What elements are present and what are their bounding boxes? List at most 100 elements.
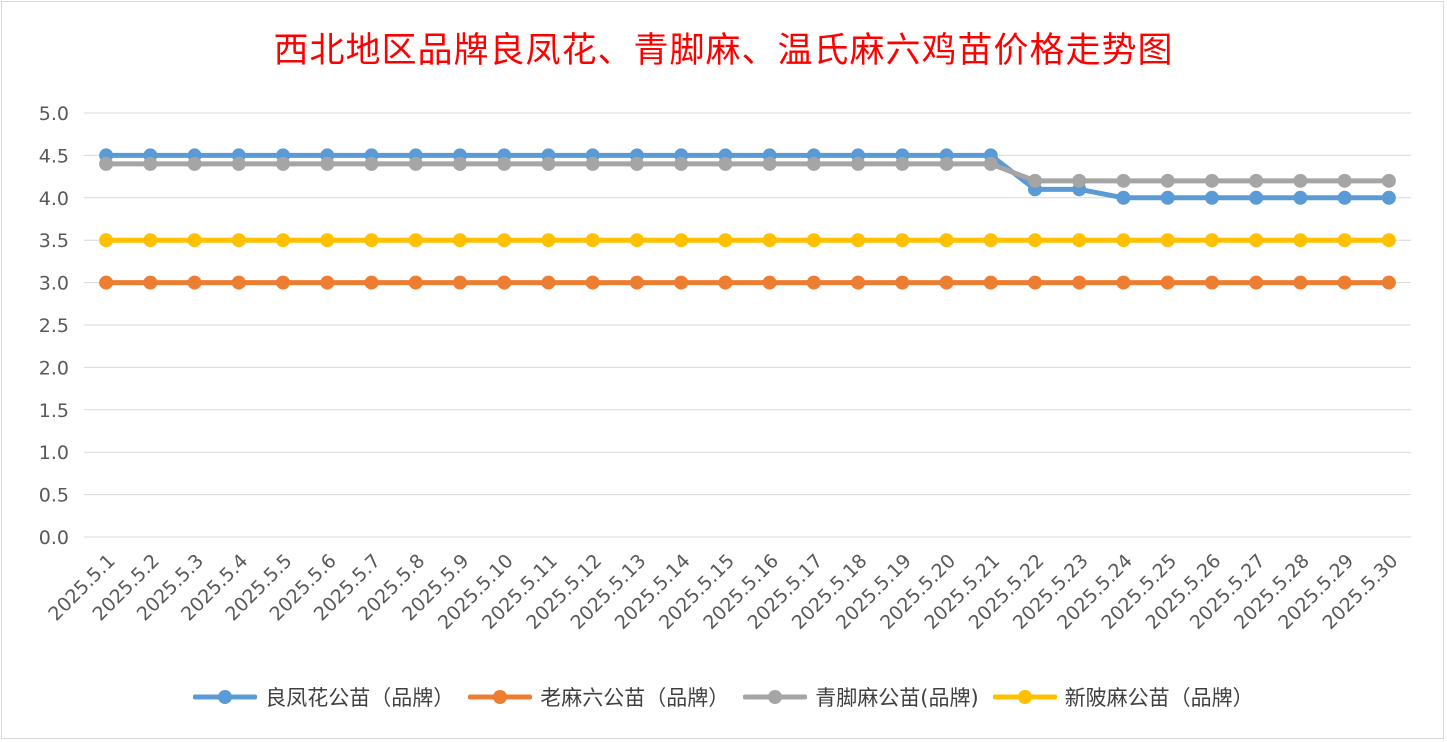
data-point-series-4	[762, 233, 777, 248]
legend-label: 良凤花公苗（品牌）	[265, 686, 455, 710]
data-point-series-4	[276, 233, 291, 248]
data-point-series-1	[1381, 190, 1396, 205]
data-point-series-3	[452, 156, 467, 171]
data-point-series-2	[629, 275, 644, 290]
data-point-series-2	[1116, 275, 1131, 290]
y-tick-label: 2.5	[39, 315, 69, 337]
data-point-series-4	[231, 233, 246, 248]
y-tick-label: 2.0	[39, 357, 69, 379]
data-point-series-3	[320, 156, 335, 171]
legend-item-series-4: 新陂麻公苗（品牌）	[992, 682, 1254, 712]
data-point-series-3	[585, 156, 600, 171]
data-point-series-4	[585, 233, 600, 248]
data-point-series-1	[1160, 190, 1175, 205]
data-point-series-4	[1293, 233, 1308, 248]
legend-swatch-marker	[1017, 690, 1032, 704]
legend-swatch-series-3	[743, 690, 808, 704]
data-point-series-1	[1249, 190, 1264, 205]
data-point-series-1	[1293, 190, 1308, 205]
data-point-series-2	[187, 275, 202, 290]
data-point-series-4	[1204, 233, 1219, 248]
data-point-series-3	[408, 156, 423, 171]
data-point-series-2	[806, 275, 821, 290]
data-point-series-2	[364, 275, 379, 290]
legend-item-series-2: 老麻六公苗（品牌）	[468, 682, 729, 712]
data-point-series-4	[629, 233, 644, 248]
data-point-series-2	[1160, 275, 1175, 290]
data-point-series-4	[983, 233, 998, 248]
data-point-series-4	[718, 233, 733, 248]
legend-swatch-marker	[768, 690, 783, 704]
data-point-series-4	[1337, 233, 1352, 248]
data-point-series-3	[1337, 173, 1352, 188]
data-point-series-2	[1028, 275, 1043, 290]
data-point-series-2	[231, 275, 246, 290]
data-point-series-3	[629, 156, 644, 171]
data-point-series-4	[895, 233, 910, 248]
data-point-series-3	[187, 156, 202, 171]
plot-area: 0.00.51.01.52.02.53.03.54.04.55.02025.5.…	[39, 103, 1411, 634]
data-point-series-4	[939, 233, 954, 248]
data-point-series-3	[1204, 173, 1219, 188]
data-point-series-4	[187, 233, 202, 248]
data-point-series-3	[1028, 173, 1043, 188]
legend-item-series-3: 青脚麻公苗(品牌)	[743, 682, 979, 712]
data-point-series-2	[895, 275, 910, 290]
data-point-series-4	[320, 233, 335, 248]
data-point-series-3	[497, 156, 512, 171]
data-point-series-3	[806, 156, 821, 171]
data-point-series-2	[99, 275, 114, 290]
data-point-series-4	[497, 233, 512, 248]
data-point-series-3	[895, 156, 910, 171]
y-tick-label: 1.5	[39, 400, 69, 422]
y-tick-label: 0.5	[39, 485, 69, 507]
data-point-series-4	[1249, 233, 1264, 248]
data-point-series-3	[1293, 173, 1308, 188]
legend-swatch-marker	[493, 690, 508, 704]
data-point-series-2	[320, 275, 335, 290]
data-point-series-3	[983, 156, 998, 171]
data-point-series-2	[939, 275, 954, 290]
y-tick-label: 3.0	[39, 273, 69, 295]
data-point-series-4	[1381, 233, 1396, 248]
legend-swatch-series-4	[992, 690, 1057, 704]
data-point-series-3	[541, 156, 556, 171]
legend-item-series-1: 良凤花公苗（品牌）	[193, 682, 454, 712]
data-point-series-4	[1028, 233, 1043, 248]
data-point-series-4	[1116, 233, 1131, 248]
data-point-series-3	[364, 156, 379, 171]
data-point-series-2	[497, 275, 512, 290]
data-point-series-2	[143, 275, 158, 290]
data-point-series-4	[674, 233, 689, 248]
data-point-series-4	[851, 233, 866, 248]
series-line-3	[103, 161, 1392, 184]
data-point-series-3	[143, 156, 158, 171]
data-point-series-4	[541, 233, 556, 248]
y-tick-label: 4.5	[39, 145, 69, 167]
data-point-series-2	[851, 275, 866, 290]
legend-label: 新陂麻公苗（品牌）	[1064, 686, 1254, 710]
legend-swatch-marker	[218, 690, 233, 704]
data-point-series-3	[1072, 173, 1087, 188]
data-point-series-2	[1337, 275, 1352, 290]
data-point-series-3	[674, 156, 689, 171]
data-point-series-3	[1116, 173, 1131, 188]
legend-swatch-series-2	[468, 690, 533, 704]
data-point-series-4	[143, 233, 158, 248]
y-tick-label: 0.0	[39, 527, 69, 549]
data-point-series-1	[1116, 190, 1131, 205]
data-point-series-3	[231, 156, 246, 171]
legend-label: 老麻六公苗（品牌）	[540, 686, 730, 710]
data-point-series-3	[1160, 173, 1175, 188]
data-point-series-3	[718, 156, 733, 171]
data-point-series-2	[718, 275, 733, 290]
legend-swatch-series-1	[193, 690, 258, 704]
data-point-series-2	[983, 275, 998, 290]
y-tick-label: 4.0	[39, 188, 69, 210]
series-line-1	[103, 152, 1392, 201]
data-point-series-2	[1249, 275, 1264, 290]
y-tick-label: 1.0	[39, 442, 69, 464]
data-point-series-3	[1381, 173, 1396, 188]
data-point-series-4	[364, 233, 379, 248]
